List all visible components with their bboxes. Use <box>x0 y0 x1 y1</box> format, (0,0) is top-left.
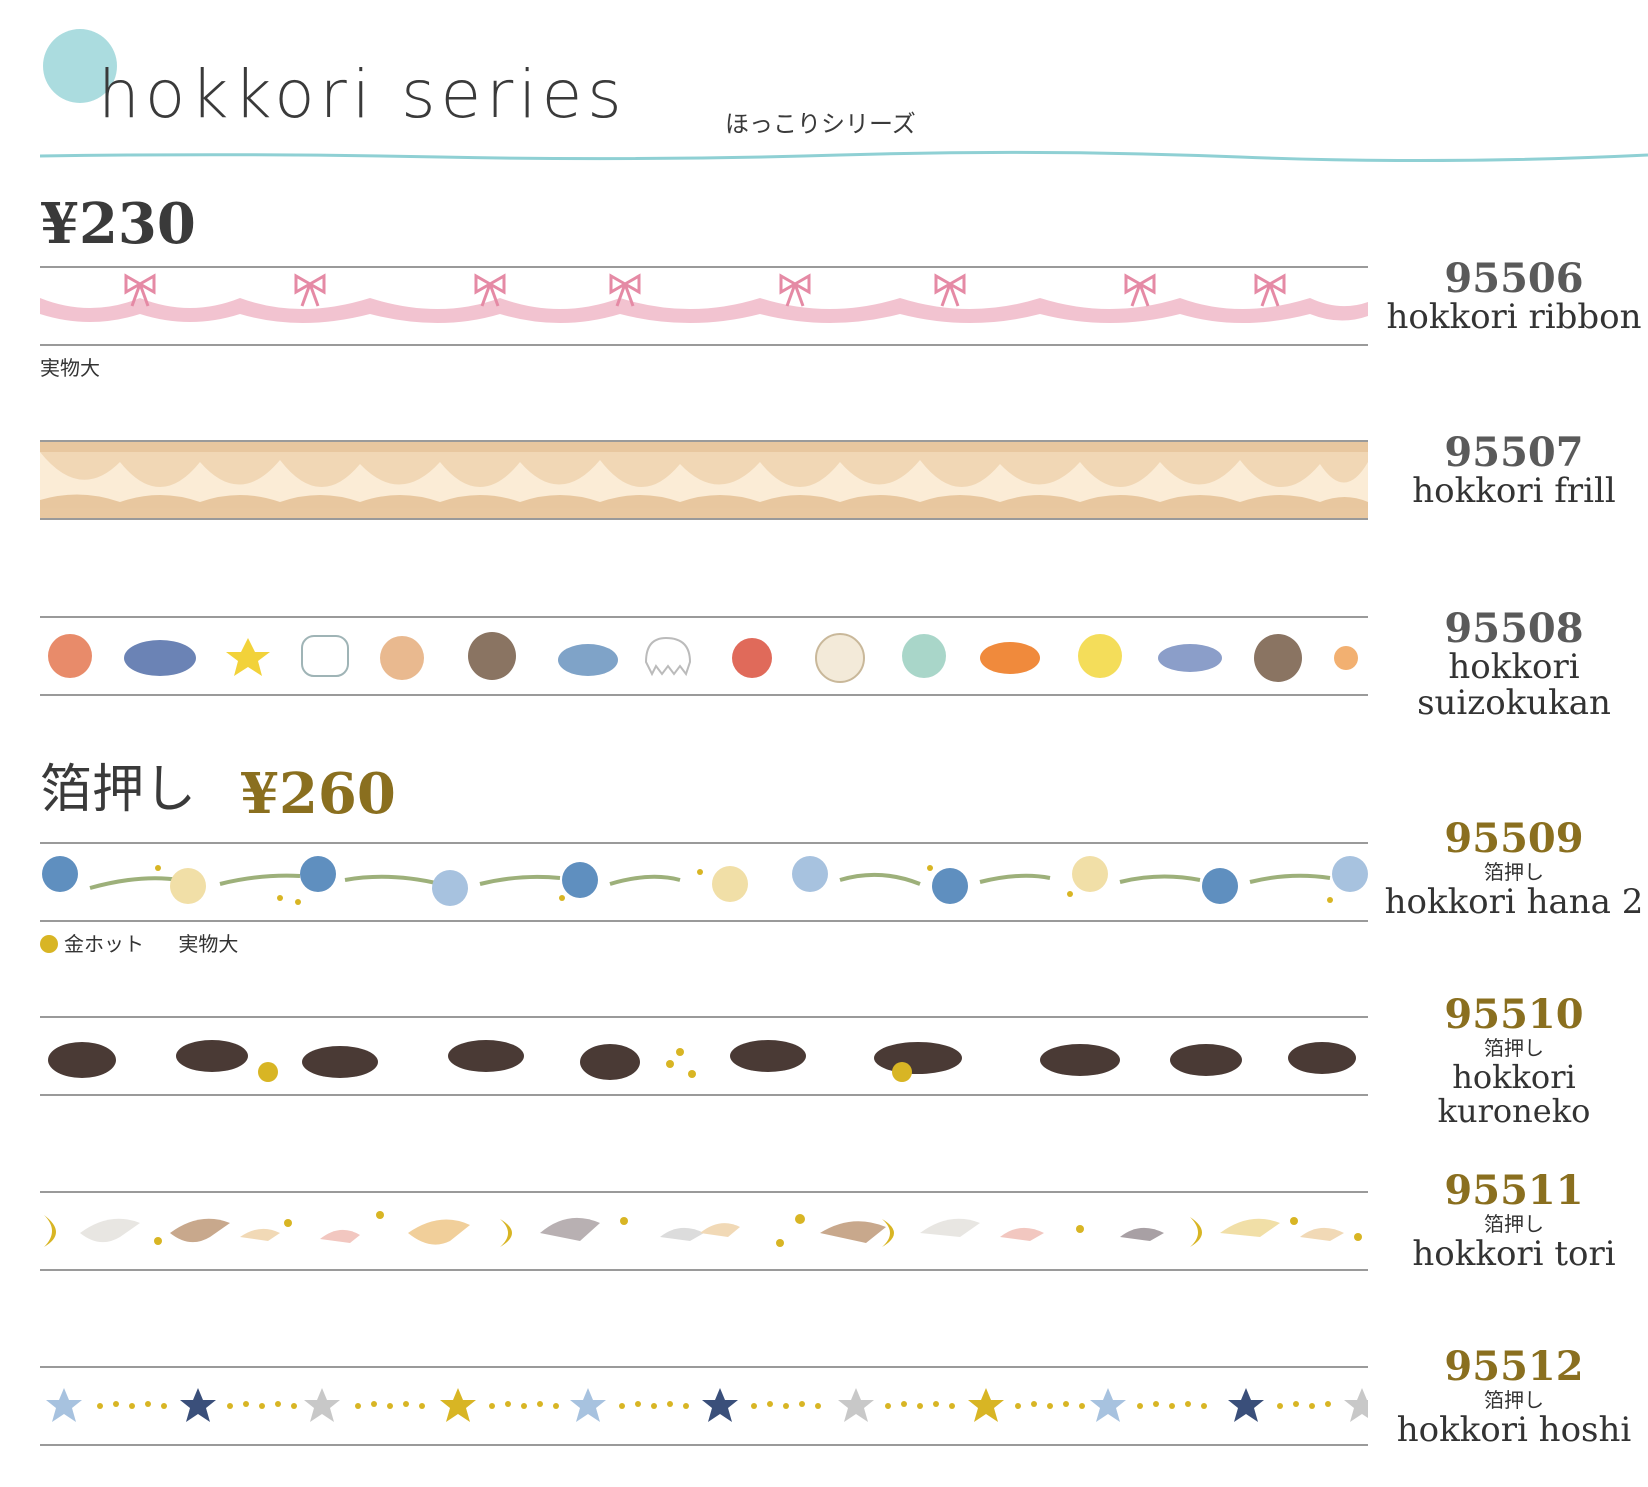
product-name: hokkori kuroneko <box>1437 1058 1591 1130</box>
foil-section-title: 箔押し <box>40 760 197 820</box>
product-95508: 95508 hokkori suizokukan <box>1380 608 1648 721</box>
foil-tag: 箔押し <box>1484 1388 1544 1412</box>
tape-sample-ribbon <box>40 266 1368 346</box>
price-regular: ¥230 <box>40 191 196 257</box>
actual-size-note: 実物大 <box>40 356 100 380</box>
actual-size-note-2: 実物大 <box>178 932 239 956</box>
product-95509: 95509 箔押し hokkori hana 2 <box>1380 818 1648 921</box>
product-name: hokkori tori <box>1412 1234 1616 1274</box>
product-name-line1: hokkori <box>1448 647 1580 687</box>
tape-sample-suizokukan <box>40 616 1368 696</box>
tape-sample-kuroneko <box>40 1016 1368 1096</box>
product-name: hokkori frill <box>1412 471 1616 511</box>
header-divider <box>40 150 1648 162</box>
product-code: 95506 <box>1444 255 1584 302</box>
product-code: 95512 <box>1444 1343 1584 1390</box>
tape-sample-frill <box>40 440 1368 520</box>
foil-tag: 箔押し <box>1484 860 1544 884</box>
product-code: 95507 <box>1444 429 1584 476</box>
price-foil: ¥260 <box>240 761 396 827</box>
product-name: hokkori ribbon <box>1386 297 1642 337</box>
tape-sample-tori <box>40 1191 1368 1271</box>
product-95506: 95506 hokkori ribbon <box>1380 258 1648 336</box>
product-code: 95510 <box>1444 991 1584 1038</box>
product-name: hokkori hana 2 <box>1384 882 1644 922</box>
product-95510: 95510 箔押し hokkori kuroneko <box>1380 994 1648 1128</box>
series-title: hokkori series <box>98 56 627 133</box>
product-name-line2: suizokukan <box>1417 682 1611 723</box>
product-95512: 95512 箔押し hokkori hoshi <box>1380 1346 1648 1449</box>
tape-sample-hana <box>40 842 1368 922</box>
foil-tag: 箔押し <box>1484 1212 1544 1236</box>
gold-dot-icon <box>40 935 58 953</box>
gold-dot-legend: 金ホット 実物大 <box>40 928 238 957</box>
series-subtitle: ほっこりシリーズ <box>725 110 916 138</box>
product-code: 95509 <box>1444 815 1584 862</box>
foil-tag: 箔押し <box>1484 1036 1544 1060</box>
product-95511: 95511 箔押し hokkori tori <box>1380 1170 1648 1273</box>
tape-sample-hoshi <box>40 1366 1368 1446</box>
product-95507: 95507 hokkori frill <box>1380 432 1648 510</box>
watercolor-dot-icon <box>43 29 117 103</box>
product-name: hokkori hoshi <box>1396 1410 1632 1450</box>
product-code: 95508 <box>1444 605 1584 652</box>
product-code: 95511 <box>1444 1167 1584 1214</box>
